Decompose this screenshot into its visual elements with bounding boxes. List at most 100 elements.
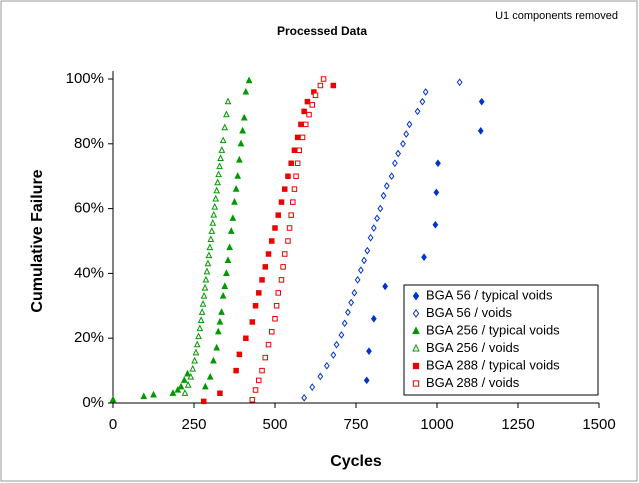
point (197, 316, 205, 323)
point (370, 224, 377, 232)
legend-label: BGA 256 / voids (426, 340, 520, 355)
point (217, 154, 224, 161)
point (323, 361, 330, 370)
point (252, 387, 259, 393)
point (296, 147, 303, 154)
point (422, 88, 429, 96)
point (224, 256, 232, 264)
point (180, 376, 188, 383)
point (221, 123, 229, 131)
point (189, 364, 197, 372)
point (345, 308, 351, 317)
point (341, 319, 348, 328)
point (187, 372, 195, 380)
point (259, 277, 265, 283)
point (299, 134, 306, 141)
point (400, 139, 406, 148)
point (169, 389, 177, 396)
point (269, 328, 275, 335)
point (184, 381, 192, 388)
point (290, 199, 296, 205)
x-tick-label: 1250 (501, 416, 534, 433)
x-tick-label: 1000 (420, 416, 453, 433)
point (382, 282, 389, 291)
point (354, 276, 361, 284)
point (208, 227, 216, 234)
point (245, 76, 253, 84)
point (357, 266, 364, 274)
point (215, 170, 222, 178)
point (388, 172, 395, 181)
point (477, 127, 484, 135)
x-axis-label: Cycles (330, 453, 382, 470)
point (207, 235, 215, 242)
point (192, 348, 200, 356)
point (312, 92, 319, 98)
point (216, 162, 223, 170)
point (231, 198, 238, 205)
point (205, 251, 213, 259)
point (198, 308, 206, 315)
legend-label: BGA 256 / typical voids (426, 322, 560, 337)
y-tick-label: 80% (74, 135, 104, 152)
point (363, 376, 370, 385)
point (281, 251, 288, 257)
legend-label: BGA 56 / typical voids (426, 287, 553, 302)
point (432, 220, 439, 229)
point (195, 332, 202, 340)
point (301, 393, 308, 402)
point (196, 324, 204, 332)
legend-label: BGA 56 / voids (426, 305, 512, 320)
point (262, 264, 269, 270)
point (224, 97, 232, 105)
point (301, 108, 307, 115)
point (177, 382, 185, 390)
point (303, 121, 309, 128)
point (233, 367, 239, 374)
point (236, 351, 243, 358)
point (212, 194, 220, 202)
point (291, 186, 298, 192)
point (223, 269, 230, 276)
point (281, 186, 288, 192)
point (275, 212, 281, 218)
point (214, 178, 222, 186)
point (242, 87, 250, 95)
point (278, 277, 285, 283)
point (213, 343, 221, 351)
annotation: U1 components removed (495, 10, 618, 22)
point (272, 225, 278, 231)
y-tick-label: 100% (66, 70, 104, 87)
point (377, 204, 384, 213)
x-tick-label: 750 (343, 416, 368, 433)
point (433, 188, 440, 197)
point (256, 377, 262, 384)
point (364, 246, 371, 255)
point (221, 282, 229, 289)
point (348, 298, 355, 307)
point (275, 290, 281, 296)
point (218, 146, 226, 153)
point (280, 264, 286, 270)
point (265, 341, 272, 348)
point (239, 126, 246, 134)
point (150, 390, 157, 398)
point (285, 238, 291, 244)
point (288, 160, 294, 166)
point (288, 212, 294, 218)
point (272, 316, 278, 322)
point (366, 347, 372, 355)
point (174, 385, 182, 393)
point (226, 243, 233, 251)
point (234, 172, 242, 179)
point (330, 351, 337, 359)
point (237, 139, 245, 147)
legend-marker (412, 362, 420, 370)
point (203, 267, 211, 275)
point (252, 303, 259, 309)
legend-marker (412, 309, 420, 318)
point (406, 120, 413, 129)
point (421, 253, 427, 262)
